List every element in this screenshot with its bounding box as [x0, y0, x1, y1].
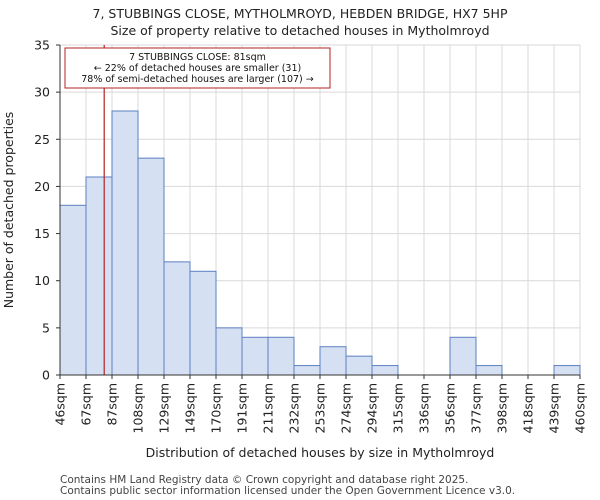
x-tick-label: 87sqm	[105, 383, 120, 426]
y-tick-label: 15	[34, 226, 50, 241]
bar	[215, 327, 243, 376]
bar	[319, 346, 347, 376]
x-tick-label: 418sqm	[521, 383, 536, 433]
bar	[449, 336, 477, 376]
chart-title-line1: 7, STUBBINGS CLOSE, MYTHOLMROYD, HEBDEN …	[92, 6, 508, 21]
bar	[59, 204, 87, 376]
annotation-line-3: 78% of semi-detached houses are larger (…	[81, 74, 314, 85]
annotation-line-1: 7 STUBBINGS CLOSE: 81sqm	[129, 52, 266, 63]
bars	[59, 110, 581, 376]
bar	[371, 365, 399, 376]
x-tick-label: 377sqm	[469, 383, 484, 433]
bar	[293, 365, 321, 376]
footer-line1: Contains HM Land Registry data © Crown c…	[60, 474, 469, 486]
annotation-line-2: ← 22% of detached houses are smaller (31…	[94, 63, 301, 74]
x-tick-label: 398sqm	[495, 383, 510, 433]
chart-title-line2: Size of property relative to detached ho…	[110, 23, 490, 38]
x-tick-label: 460sqm	[573, 383, 588, 433]
x-tick-label: 336sqm	[417, 383, 432, 433]
footer-line2: Contains public sector information licen…	[60, 485, 516, 497]
bar	[163, 261, 191, 376]
x-tick-label: 149sqm	[183, 383, 198, 433]
x-tick-label: 191sqm	[235, 383, 250, 433]
bar	[553, 365, 581, 376]
bar	[111, 110, 139, 376]
x-tick-label: 129sqm	[157, 383, 172, 433]
y-tick-label: 10	[34, 273, 50, 288]
y-axis-label: Number of detached properties	[1, 112, 16, 309]
x-tick-label: 46sqm	[53, 383, 68, 426]
y-tick-label: 20	[34, 179, 50, 194]
x-tick-label: 356sqm	[443, 383, 458, 433]
x-axis-label: Distribution of detached houses by size …	[146, 445, 495, 460]
x-tick-label: 439sqm	[547, 383, 562, 433]
x-tick-label: 108sqm	[131, 383, 146, 433]
bar	[241, 336, 269, 376]
bar	[189, 270, 217, 376]
y-tick-label: 35	[34, 38, 50, 53]
y-tick-label: 30	[34, 85, 50, 100]
x-tick-label: 253sqm	[313, 383, 328, 433]
y-tick-labels: 0 5 10 15 20 25 30 35	[34, 38, 60, 383]
bar	[345, 355, 373, 376]
x-tick-label: 315sqm	[391, 383, 406, 433]
bar	[85, 176, 113, 376]
x-tick-label: 232sqm	[287, 383, 302, 433]
bar	[475, 365, 503, 376]
y-tick-label: 0	[42, 368, 50, 383]
annotation-frame	[64, 47, 331, 89]
x-tick-label: 170sqm	[209, 383, 224, 433]
annotation-box: 7 STUBBINGS CLOSE: 81sqm← 22% of detache…	[64, 47, 331, 89]
y-tick-label: 5	[42, 320, 50, 335]
x-tick-label: 211sqm	[261, 383, 276, 433]
bar	[267, 336, 295, 376]
x-tick-label: 274sqm	[339, 383, 354, 433]
x-tick-labels: 46sqm 67sqm 87sqm 108sqm 129sqm 149sqm 170sqm 1…	[53, 375, 588, 433]
x-tick-label: 67sqm	[79, 383, 94, 426]
y-tick-label: 25	[34, 132, 50, 147]
x-tick-label: 294sqm	[365, 383, 380, 433]
bar	[137, 157, 165, 376]
